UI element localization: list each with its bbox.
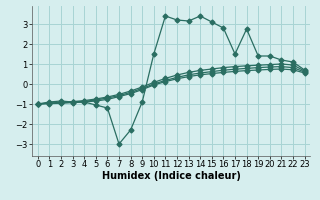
X-axis label: Humidex (Indice chaleur): Humidex (Indice chaleur) <box>102 171 241 181</box>
